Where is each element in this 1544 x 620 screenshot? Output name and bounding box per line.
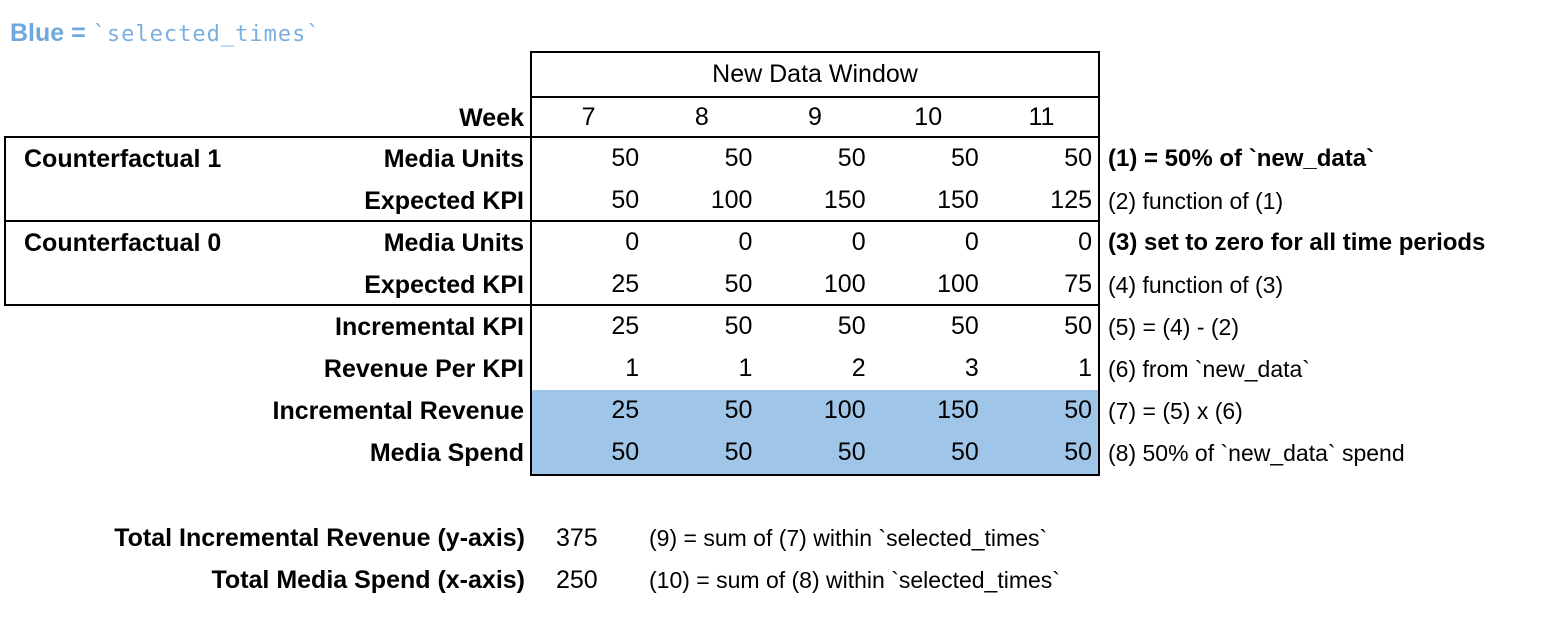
cell: 50 xyxy=(724,312,753,340)
cell: 50 xyxy=(724,144,753,172)
week-number: 9 xyxy=(808,103,822,131)
cell: 150 xyxy=(937,396,979,424)
annotation-6: (6) from `new_data` xyxy=(1108,356,1310,382)
week-number: 8 xyxy=(694,103,709,131)
cell: 50 xyxy=(951,438,979,466)
table-row-incremental-kpi: 25 50 50 50 50 xyxy=(532,306,1098,348)
annotation-3: (3) set to zero for all time periods xyxy=(1108,229,1486,256)
cell: 3 xyxy=(964,354,979,382)
week-column-label: Week xyxy=(459,104,524,132)
total-incremental-revenue-label: Total Incremental Revenue (y-axis) xyxy=(114,524,525,552)
cell: 50 xyxy=(724,396,753,424)
week-number: 7 xyxy=(581,103,596,131)
cell: 2 xyxy=(851,354,866,382)
data-table: New Data Window 7 8 9 10 11 50 50 50 50 … xyxy=(530,51,1100,476)
annotation-9: (9) = sum of (7) within `selected_times` xyxy=(649,525,1048,551)
cell: 50 xyxy=(611,144,640,172)
annotation-2: (2) function of (1) xyxy=(1108,188,1284,214)
table-row-media-spend-highlighted: 50 50 50 50 50 xyxy=(532,432,1098,474)
annotation-10: (10) = sum of (8) within `selected_times… xyxy=(649,567,1060,593)
cell: 50 xyxy=(837,144,866,172)
annotation-1: (1) = 50% of `new_data` xyxy=(1108,145,1375,172)
row-label-media-units: Media Units xyxy=(383,145,524,173)
annotation-7: (7) = (5) x (6) xyxy=(1108,398,1243,424)
cell: 50 xyxy=(1064,396,1093,424)
cell: 50 xyxy=(611,186,640,214)
cell: 50 xyxy=(951,144,979,172)
cell: 25 xyxy=(611,396,640,424)
table-row-expected-kpi-cf0: 25 50 100 100 75 xyxy=(532,264,1098,306)
cell: 100 xyxy=(823,396,866,424)
cell: 50 xyxy=(724,438,753,466)
cell: 50 xyxy=(1064,438,1093,466)
total-media-spend-value: 250 xyxy=(556,566,598,594)
cell: 50 xyxy=(837,438,866,466)
cell: 50 xyxy=(724,270,753,298)
cell: 50 xyxy=(837,312,866,340)
row-label-expected-kpi: Expected KPI xyxy=(364,187,524,215)
cell: 0 xyxy=(1078,228,1093,256)
row-label-expected-kpi: Expected KPI xyxy=(364,271,524,299)
counterfactual-1-label: Counterfactual 1 xyxy=(24,145,222,173)
row-label-incremental-kpi: Incremental KPI xyxy=(335,313,524,341)
total-incremental-revenue-value: 375 xyxy=(556,524,598,552)
row-label-media-units: Media Units xyxy=(383,229,524,257)
row-label-incremental-revenue: Incremental Revenue xyxy=(272,397,525,425)
table-row-media-units-cf0: 0 0 0 0 0 xyxy=(532,222,1098,264)
annotation-4: (4) function of (3) xyxy=(1108,272,1284,298)
cell: 75 xyxy=(1064,270,1093,298)
legend: Blue = `selected_times` xyxy=(10,16,321,50)
cell: 100 xyxy=(937,270,979,298)
week-number-row: 7 8 9 10 11 xyxy=(532,98,1098,138)
cell: 50 xyxy=(1064,312,1093,340)
legend-code-selected-times: `selected_times` xyxy=(92,22,321,47)
table-row-revenue-per-kpi: 1 1 2 3 1 xyxy=(532,348,1098,390)
cell: 50 xyxy=(611,438,640,466)
total-media-spend-label: Total Media Spend (x-axis) xyxy=(211,566,525,594)
week-number: 11 xyxy=(1028,103,1055,131)
week-number: 10 xyxy=(914,103,943,131)
annotation-5: (5) = (4) - (2) xyxy=(1108,314,1239,340)
counterfactual-0-label: Counterfactual 0 xyxy=(24,229,222,257)
cell: 1 xyxy=(738,354,753,382)
table-row-expected-kpi-cf1: 50 100 150 150 125 xyxy=(532,180,1098,222)
cell: 150 xyxy=(823,186,866,214)
new-data-window-header: New Data Window xyxy=(532,53,1098,98)
table-row-incremental-revenue-highlighted: 25 50 100 150 50 xyxy=(532,390,1098,432)
cell: 0 xyxy=(964,228,979,256)
cell: 150 xyxy=(937,186,979,214)
cell: 100 xyxy=(710,186,753,214)
annotation-8: (8) 50% of `new_data` spend xyxy=(1108,440,1405,466)
cell: 50 xyxy=(951,312,979,340)
cell: 100 xyxy=(823,270,866,298)
cell: 125 xyxy=(1050,186,1093,214)
cell: 25 xyxy=(611,270,640,298)
cell: 1 xyxy=(1078,354,1093,382)
cell: 1 xyxy=(625,354,640,382)
cell: 0 xyxy=(625,228,640,256)
row-label-media-spend: Media Spend xyxy=(369,439,524,467)
row-label-revenue-per-kpi: Revenue Per KPI xyxy=(323,355,524,383)
legend-blue-label: Blue = xyxy=(10,19,93,47)
cell: 0 xyxy=(738,228,753,256)
cell: 50 xyxy=(1064,144,1093,172)
cell: 0 xyxy=(851,228,866,256)
counterfactual-0-box xyxy=(4,220,532,306)
cell: 25 xyxy=(611,312,640,340)
table-row-media-units-cf1: 50 50 50 50 50 xyxy=(532,138,1098,180)
